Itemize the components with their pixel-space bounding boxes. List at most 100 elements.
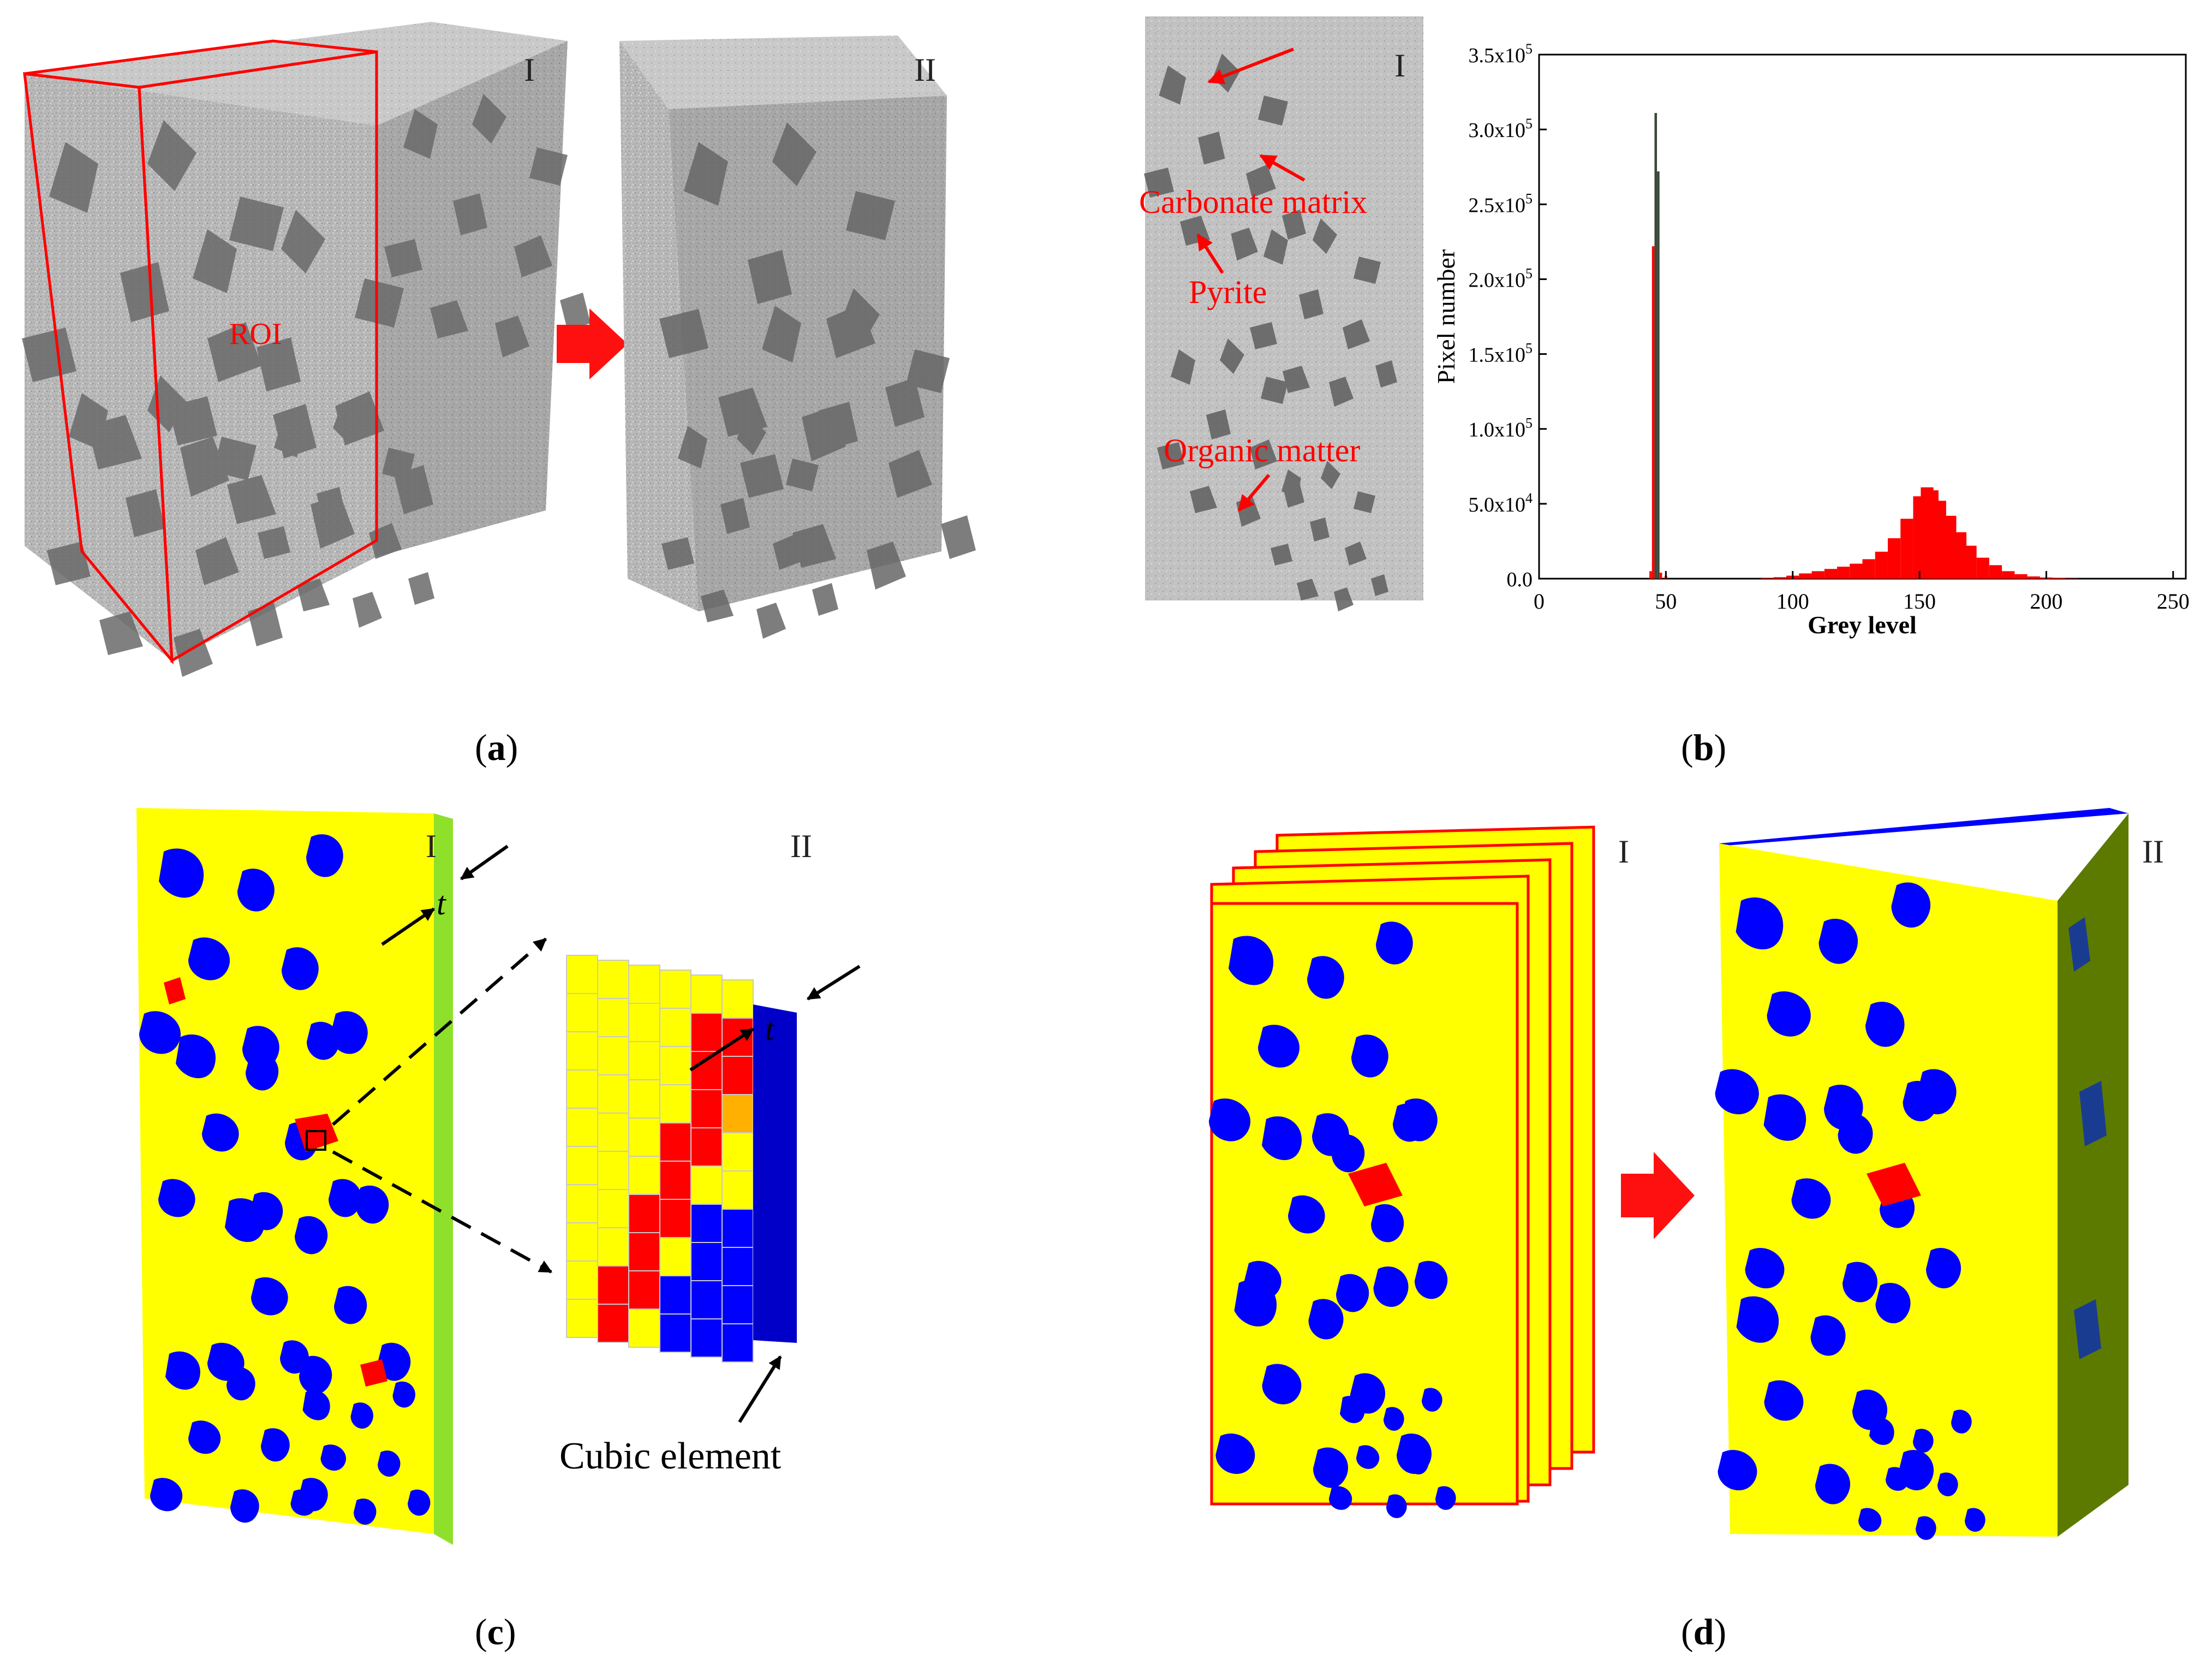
segmented-slice-thickness bbox=[434, 813, 453, 1545]
thickness-arrows-right bbox=[689, 965, 861, 1423]
roi-volume-top-face bbox=[619, 35, 947, 109]
caption-d: (d) bbox=[1681, 1611, 1727, 1652]
voxel-cell bbox=[722, 1094, 754, 1133]
thickness-arrows-left bbox=[381, 845, 509, 946]
voxel-cell bbox=[722, 1209, 754, 1248]
y-tick-label: 3.5x105 bbox=[1469, 41, 1533, 67]
histogram-bar bbox=[1824, 569, 1838, 579]
voxel-cell bbox=[628, 965, 660, 1004]
voxel-cell bbox=[597, 1304, 629, 1343]
voxel-cell bbox=[659, 1275, 691, 1315]
histogram-bar bbox=[2002, 571, 2015, 579]
x-tick-label: 100 bbox=[1776, 589, 1809, 614]
histogram-bar bbox=[2014, 574, 2028, 579]
voxel-cell bbox=[659, 1313, 691, 1353]
voxel-cell bbox=[659, 1122, 691, 1162]
voxel-cell bbox=[690, 1051, 723, 1090]
voxel-cell bbox=[628, 1232, 660, 1271]
rock-volume-side-face bbox=[377, 41, 568, 557]
histogram-bar bbox=[2053, 578, 2066, 579]
voxel-cell bbox=[690, 1013, 723, 1052]
panel-c-label-i: I bbox=[426, 828, 437, 864]
voxel-cell bbox=[690, 1166, 723, 1205]
histogram-x-label: Grey level bbox=[1808, 611, 1917, 639]
cubic-element-grid bbox=[566, 955, 754, 1363]
histogram-bar bbox=[1989, 565, 2002, 579]
caption-a: (a) bbox=[475, 727, 518, 768]
voxel-cell bbox=[690, 974, 723, 1014]
voxel-cell bbox=[597, 1189, 629, 1228]
voxel-cell bbox=[566, 1184, 598, 1223]
panel-a: ROI I II bbox=[22, 22, 976, 677]
voxel-cell bbox=[597, 1227, 629, 1266]
panel-a-label-i: I bbox=[524, 52, 535, 88]
reconstructed-volume bbox=[1715, 808, 2128, 1540]
voxel-cell bbox=[566, 1299, 598, 1338]
voxel-cell bbox=[722, 1247, 754, 1286]
histogram-bar bbox=[1773, 577, 1787, 579]
roi-label: ROI bbox=[229, 317, 282, 351]
caption-b: (b) bbox=[1681, 727, 1727, 768]
voxel-cell bbox=[628, 1117, 660, 1157]
y-tick-label: 2.5x105 bbox=[1469, 191, 1533, 217]
annotation-carbonate-matrix: Carbonate matrix bbox=[1139, 184, 1367, 220]
histogram-bar bbox=[1850, 563, 1863, 579]
transition-arrow-a bbox=[557, 308, 628, 379]
histogram-bar bbox=[1649, 571, 1652, 579]
voxel-cell bbox=[690, 1242, 723, 1281]
sampled-voxel-box bbox=[306, 1130, 326, 1151]
voxel-cell bbox=[597, 1036, 629, 1075]
voxel-cell bbox=[628, 1309, 660, 1348]
histogram-bar bbox=[1657, 171, 1660, 579]
voxel-cell bbox=[566, 1108, 598, 1147]
annotation-pyrite: Pyrite bbox=[1189, 274, 1267, 310]
y-tick-label: 2.0x105 bbox=[1469, 265, 1533, 292]
voxel-cell bbox=[659, 970, 691, 1009]
voxel-cell bbox=[628, 1003, 660, 1042]
histogram-bar bbox=[1976, 557, 1989, 579]
histogram-bar bbox=[1799, 573, 1812, 579]
voxel-cell bbox=[659, 1199, 691, 1238]
x-tick-label: 200 bbox=[2030, 589, 2062, 614]
voxel-cell bbox=[597, 960, 629, 999]
voxel-cell bbox=[659, 1084, 691, 1123]
stacked-slices bbox=[1209, 825, 1595, 1518]
y-tick-label: 3.0x105 bbox=[1469, 116, 1533, 142]
voxel-cell bbox=[597, 1151, 629, 1190]
voxel-cell bbox=[597, 1113, 629, 1152]
cubic-thickness-label: t bbox=[765, 1011, 775, 1047]
histogram-bar bbox=[1811, 571, 1825, 579]
histogram-bar bbox=[1953, 532, 1967, 579]
panel-c: I t II t Cubic element bbox=[136, 808, 861, 1545]
cubic-element-label: Cubic element bbox=[559, 1435, 782, 1477]
histogram-bar bbox=[1651, 246, 1655, 579]
x-tick-label: 0 bbox=[1534, 589, 1545, 614]
caption-c: (c) bbox=[475, 1611, 516, 1652]
voxel-cell bbox=[566, 993, 598, 1032]
histogram-bar bbox=[1862, 559, 1875, 579]
volume-top-face bbox=[1719, 808, 2128, 846]
voxel-cell bbox=[690, 1204, 723, 1243]
histogram-y-label: Pixel number bbox=[1432, 249, 1460, 384]
panel-d-label-i: I bbox=[1618, 834, 1629, 870]
voxel-cell bbox=[722, 979, 754, 1019]
voxel-cell bbox=[566, 1260, 598, 1300]
panel-b: I Carbonate matrix Pyrite Organic matter… bbox=[1139, 16, 2190, 639]
cubic-element-block bbox=[566, 955, 797, 1363]
histogram: 0 50 100 150 200 250 0.0 5.0x104 1.0x105 1.5x105… bbox=[1432, 41, 2190, 639]
annotation-organic-matter: Organic matter bbox=[1164, 432, 1360, 468]
cubic-element-side bbox=[753, 1004, 797, 1343]
voxel-cell bbox=[722, 1170, 754, 1210]
transition-arrow-d bbox=[1621, 1152, 1695, 1239]
voxel-cell bbox=[628, 1079, 660, 1119]
voxel-cell bbox=[659, 1046, 691, 1085]
x-tick-label: 150 bbox=[1903, 589, 1936, 614]
voxel-cell bbox=[722, 1018, 754, 1057]
voxel-cell bbox=[566, 1222, 598, 1262]
annotation-arrows bbox=[1196, 47, 1305, 512]
voxel-cell bbox=[690, 1127, 723, 1167]
voxel-cell bbox=[659, 1161, 691, 1200]
zoom-dashed-lines bbox=[332, 937, 553, 1274]
rock-volume-top-face bbox=[25, 22, 568, 126]
